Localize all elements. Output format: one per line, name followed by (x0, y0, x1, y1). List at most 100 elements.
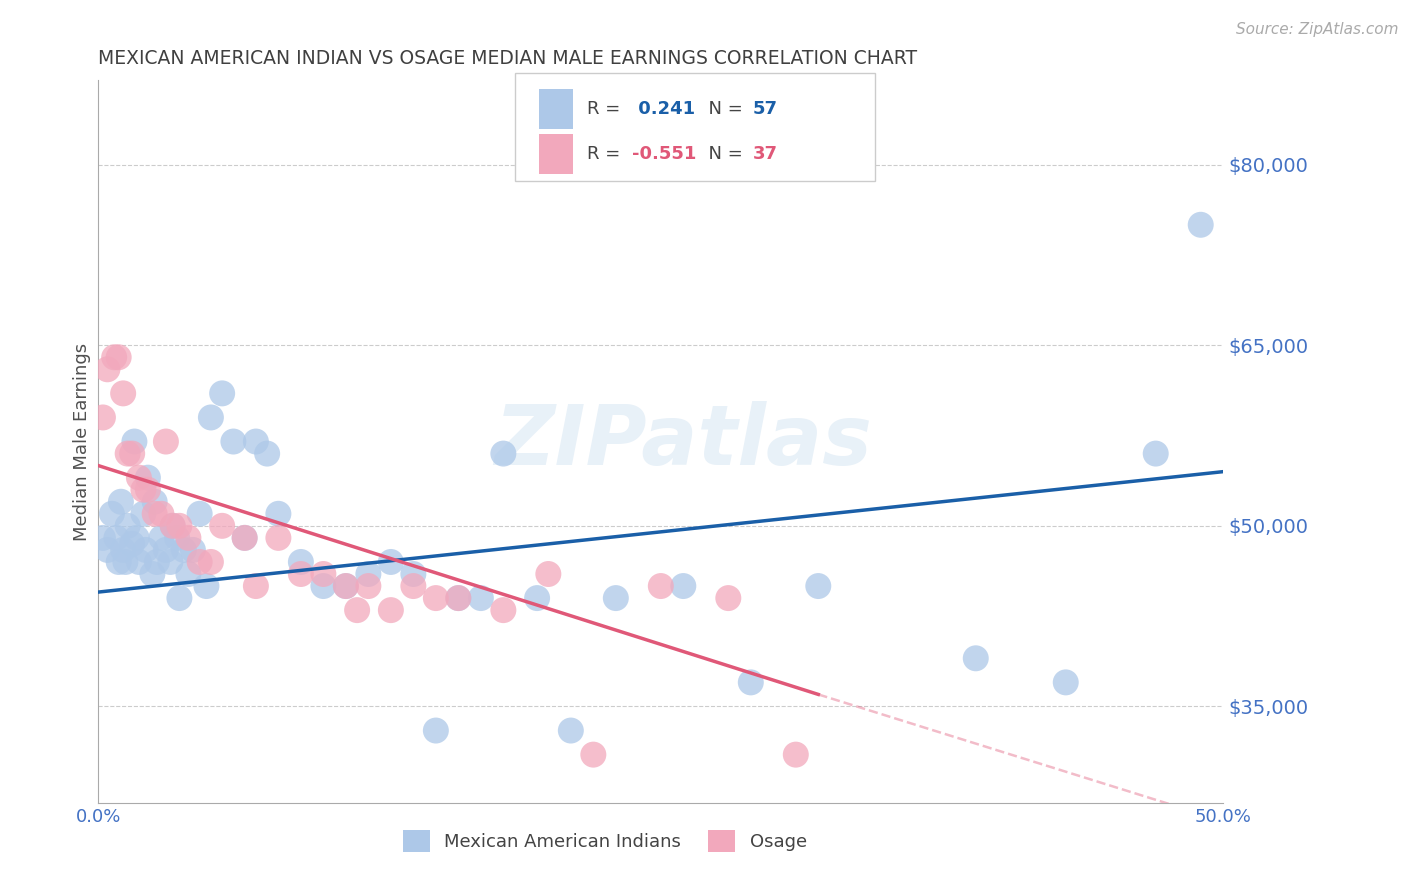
Point (114, 555, 136, 569)
Point (177, 567, 200, 582)
Point (91, 410, 114, 425)
Point (136, 483, 159, 497)
Point (312, 579, 335, 593)
Point (200, 555, 222, 569)
Point (346, 603, 368, 617)
Point (128, 470, 150, 484)
Point (96, 362, 118, 376)
Point (402, 579, 425, 593)
Point (107, 350, 129, 364)
Point (1144, 446, 1167, 460)
Point (672, 579, 695, 593)
Point (447, 591, 470, 606)
Point (166, 531, 188, 545)
Point (290, 567, 312, 582)
Point (105, 531, 128, 545)
Point (200, 410, 222, 425)
Point (447, 591, 470, 606)
Text: N =: N = (697, 145, 748, 163)
Point (560, 723, 582, 738)
Point (162, 518, 184, 533)
Point (143, 494, 166, 508)
Point (582, 747, 605, 762)
Point (146, 555, 169, 569)
Point (128, 555, 150, 569)
Point (256, 446, 278, 460)
Point (222, 434, 245, 449)
Point (1189, 218, 1212, 232)
Text: 57: 57 (754, 100, 778, 118)
Point (195, 579, 218, 593)
Point (357, 579, 380, 593)
Point (177, 531, 200, 545)
Y-axis label: Median Male Earnings: Median Male Earnings (73, 343, 91, 541)
Point (143, 507, 166, 521)
Point (112, 386, 135, 401)
Point (1054, 675, 1077, 690)
Text: -0.551: -0.551 (631, 145, 696, 163)
Point (150, 507, 173, 521)
Point (173, 542, 195, 557)
Point (125, 531, 148, 545)
Point (380, 603, 402, 617)
Point (132, 483, 155, 497)
Point (181, 542, 204, 557)
Point (103, 350, 125, 364)
Point (537, 567, 560, 582)
Point (159, 555, 181, 569)
FancyBboxPatch shape (515, 73, 875, 181)
Point (312, 567, 335, 582)
Text: 0.241: 0.241 (631, 100, 695, 118)
Point (335, 579, 357, 593)
Point (150, 531, 173, 545)
Point (117, 446, 139, 460)
Point (425, 723, 447, 738)
Point (233, 531, 256, 545)
Point (136, 470, 159, 484)
Point (135, 542, 157, 557)
Point (117, 518, 139, 533)
Point (188, 555, 211, 569)
Bar (540, 134, 574, 174)
Point (650, 579, 672, 593)
Legend: Mexican American Indians, Osage: Mexican American Indians, Osage (395, 822, 814, 859)
Point (526, 591, 548, 606)
Text: MEXICAN AMERICAN INDIAN VS OSAGE MEDIAN MALE EARNINGS CORRELATION CHART: MEXICAN AMERICAN INDIAN VS OSAGE MEDIAN … (98, 48, 918, 68)
Point (785, 747, 807, 762)
Point (470, 591, 492, 606)
Point (492, 603, 515, 617)
Point (162, 518, 184, 533)
Point (245, 434, 267, 449)
Point (267, 507, 290, 521)
Point (96, 542, 118, 557)
Point (290, 555, 312, 569)
Text: 37: 37 (754, 145, 778, 163)
Point (267, 531, 290, 545)
Text: R =: R = (586, 145, 626, 163)
Text: R =: R = (586, 100, 626, 118)
Point (605, 591, 627, 606)
Point (121, 446, 143, 460)
Point (107, 555, 129, 569)
Point (155, 434, 177, 449)
Point (169, 591, 191, 606)
Point (965, 651, 987, 665)
Point (91, 531, 114, 545)
Point (717, 591, 740, 606)
Point (188, 507, 211, 521)
Point (233, 531, 256, 545)
Point (124, 434, 146, 449)
Text: N =: N = (697, 100, 748, 118)
Text: ZIPatlas: ZIPatlas (495, 401, 872, 482)
Bar (540, 89, 574, 129)
Point (402, 567, 425, 582)
Point (132, 507, 155, 521)
Point (492, 446, 515, 460)
Point (141, 567, 163, 582)
Point (245, 579, 267, 593)
Point (740, 675, 762, 690)
Point (380, 555, 402, 569)
Point (425, 591, 447, 606)
Point (357, 567, 380, 582)
Point (807, 579, 830, 593)
